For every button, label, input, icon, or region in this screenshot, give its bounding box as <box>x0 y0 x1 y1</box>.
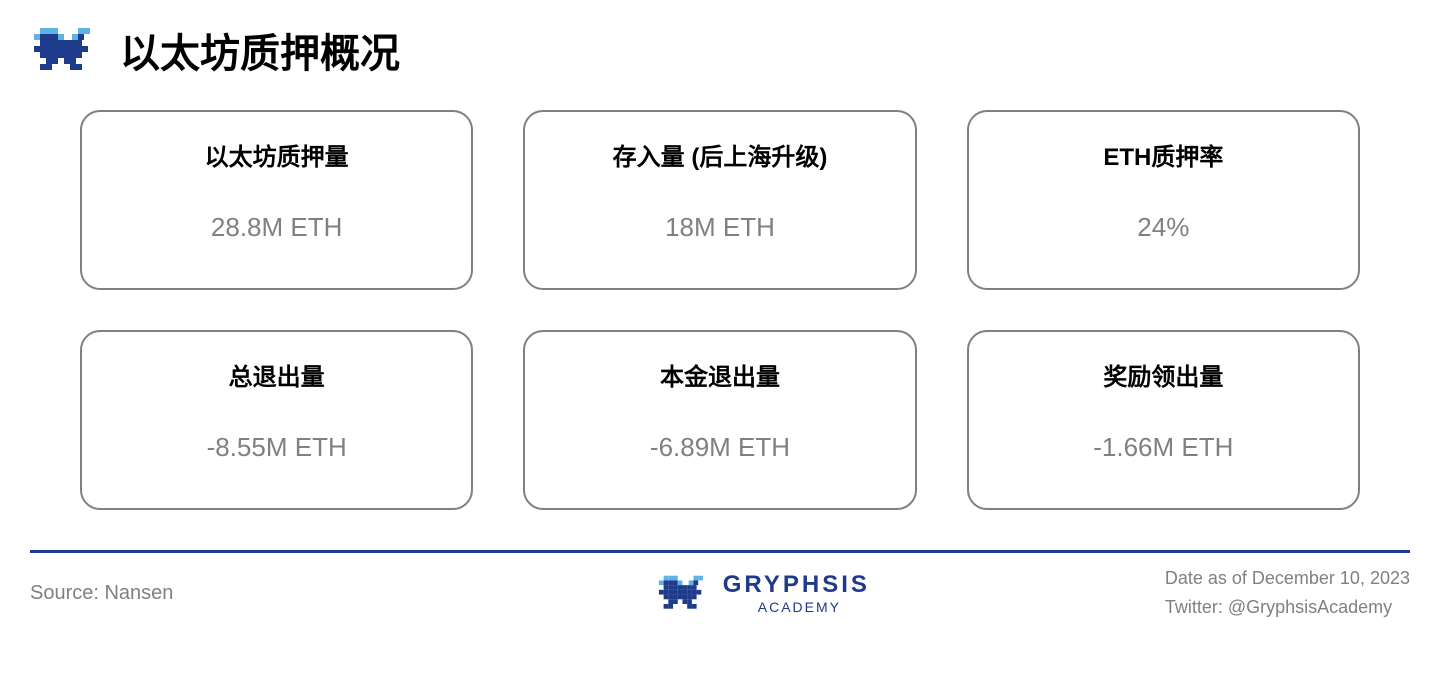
stats-grid: 以太坊质押量 28.8M ETH 存入量 (后上海升级) 18M ETH ETH… <box>30 110 1410 510</box>
card-value: -1.66M ETH <box>989 432 1338 463</box>
card-title: 以太坊质押量 <box>102 137 451 172</box>
card-title: 本金退出量 <box>545 357 894 392</box>
header: 以太坊质押概况 <box>30 20 1410 80</box>
stat-card-principal-withdrawals: 本金退出量 -6.89M ETH <box>523 330 916 510</box>
brand-sub: ACADEMY <box>758 599 841 615</box>
gryphsis-footer-logo-icon <box>656 569 711 617</box>
brand-name: GRYPHSIS <box>723 571 870 599</box>
card-value: -6.89M ETH <box>545 432 894 463</box>
stat-card-reward-withdrawals: 奖励领出量 -1.66M ETH <box>967 330 1360 510</box>
footer-divider <box>30 550 1410 553</box>
card-value: -8.55M ETH <box>102 432 451 463</box>
footer: Source: Nansen <box>30 568 1410 618</box>
card-title: 存入量 (后上海升级) <box>545 137 894 172</box>
stat-card-total-withdrawals: 总退出量 -8.55M ETH <box>80 330 473 510</box>
stat-card-stake-rate: ETH质押率 24% <box>967 110 1360 290</box>
card-title: ETH质押率 <box>989 137 1338 172</box>
source-label: Source: Nansen <box>30 582 173 605</box>
page-title: 以太坊质押概况 <box>120 21 400 79</box>
brand-text: GRYPHSIS ACADEMY <box>723 571 870 615</box>
card-value: 18M ETH <box>545 212 894 243</box>
card-title: 奖励领出量 <box>989 357 1338 392</box>
card-title: 总退出量 <box>102 357 451 392</box>
card-value: 24% <box>989 212 1338 243</box>
footer-meta: Date as of December 10, 2023 Twitter: @G… <box>1165 568 1410 618</box>
footer-brand-block: GRYPHSIS ACADEMY <box>656 569 870 617</box>
stat-card-staked-eth: 以太坊质押量 28.8M ETH <box>80 110 473 290</box>
date-label: Date as of December 10, 2023 <box>1165 568 1410 589</box>
twitter-label: Twitter: @GryphsisAcademy <box>1165 597 1392 618</box>
gryphsis-logo-icon <box>30 20 100 80</box>
stat-card-deposits: 存入量 (后上海升级) 18M ETH <box>523 110 916 290</box>
card-value: 28.8M ETH <box>102 212 451 243</box>
